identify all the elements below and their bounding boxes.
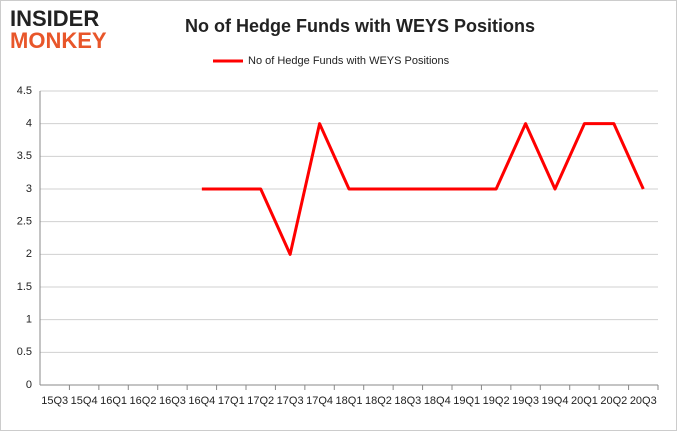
- x-tick-label: 16Q1: [100, 395, 127, 407]
- y-tick-label: 2.5: [17, 216, 32, 228]
- x-tick-label: 15Q3: [41, 395, 68, 407]
- x-tick-label: 18Q4: [424, 395, 451, 407]
- y-tick-label: 1.5: [17, 281, 32, 293]
- x-tick-label: 20Q3: [630, 395, 657, 407]
- x-tick-label: 16Q3: [159, 395, 186, 407]
- x-tick-label: 20Q2: [600, 395, 627, 407]
- x-tick-label: 18Q1: [336, 395, 363, 407]
- x-tick-label: 17Q2: [247, 395, 274, 407]
- x-tick-label: 19Q1: [453, 395, 480, 407]
- x-tick-label: 17Q1: [218, 395, 245, 407]
- x-tick-label: 19Q2: [483, 395, 510, 407]
- y-tick-label: 0: [26, 379, 32, 391]
- x-tick-label: 18Q3: [394, 395, 421, 407]
- y-tick-label: 0.5: [17, 346, 32, 358]
- y-tick-label: 4: [26, 118, 32, 130]
- x-tick-label: 19Q4: [542, 395, 569, 407]
- y-tick-label: 2: [26, 248, 32, 260]
- x-tick-label: 16Q2: [130, 395, 157, 407]
- chart-title: No of Hedge Funds with WEYS Positions: [185, 16, 535, 36]
- y-tick-label: 3.5: [17, 150, 32, 162]
- legend-label: No of Hedge Funds with WEYS Positions: [248, 55, 450, 67]
- logo-top: INSIDER: [10, 6, 99, 31]
- x-tick-label: 17Q3: [277, 395, 304, 407]
- x-tick-label: 17Q4: [306, 395, 333, 407]
- x-tick-label: 15Q4: [71, 395, 98, 407]
- logo-bottom: MONKEY: [10, 28, 107, 53]
- y-tick-label: 4.5: [17, 85, 32, 97]
- y-tick-label: 3: [26, 183, 32, 195]
- data-line: [201, 122, 645, 256]
- x-tick-label: 20Q1: [571, 395, 598, 407]
- x-tick-label: 16Q4: [188, 395, 215, 407]
- y-tick-label: 1: [26, 314, 32, 326]
- x-tick-label: 18Q2: [365, 395, 392, 407]
- x-tick-label: 19Q3: [512, 395, 539, 407]
